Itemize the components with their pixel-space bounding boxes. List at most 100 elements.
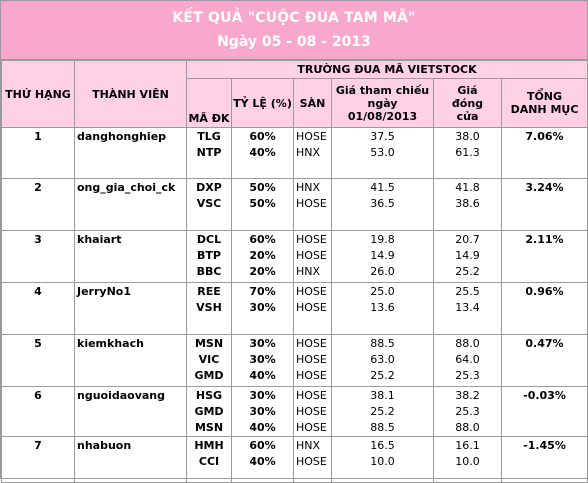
header-member: THÀNH VIÊN [74,60,187,128]
member-cell: ong_gia_choi_ck [74,178,187,231]
close-price-cell: 38.0 61.3 [433,127,502,179]
ratio-value: 30% [249,337,276,350]
close-price-cell: 41.8 38.6 [433,178,502,231]
close-price-value: 38.0 [455,130,480,143]
exchange-cell: HNX HOSE [293,436,332,483]
ref-price-value: 25.0 [370,285,395,298]
header-close-price: Giá đóng cửa [433,78,502,128]
exchange-cell: HNX HOSE [293,178,332,231]
close-price-value: 14.9 [455,249,480,262]
header-ref-price: Giá tham chiếu ngày 01/08/2013 [331,78,434,128]
close-price-value: 38.2 [455,389,480,402]
exchange-value: HNX [296,439,321,452]
code-value: DXP [196,181,222,194]
code-cell: TLG NTP [186,127,232,179]
close-price-value: 13.4 [455,301,480,314]
exchange-value: HNX [296,265,321,278]
exchange-value: HNX [296,181,321,194]
ref-price-value: 25.2 [370,405,395,418]
ref-price-value: 38.1 [370,389,395,402]
total-cell: -1.45% [501,436,588,483]
ratio-value: 30% [249,389,276,402]
total-cell: 7.06% [501,127,588,179]
ratio-value: 40% [249,421,276,434]
ratio-value: 20% [249,249,276,262]
close-price-value: 88.0 [455,421,480,434]
ratio-value: 50% [249,181,276,194]
ratio-value: 40% [249,369,276,382]
close-price-cell: 38.2 25.3 88.0 [433,386,502,437]
ref-price-value: 25.2 [370,369,395,382]
member-cell: khaiart [74,230,187,283]
member-cell: nguoidaovang [74,386,187,437]
total-cell: -0.03% [501,386,588,437]
code-value: MSN [194,337,224,350]
ratio-value: 40% [249,146,276,159]
ref-price-cell: 25.0 13.6 [331,282,434,335]
result-row: 2 ong_gia_choi_ck DXP VSC 50% 50% HNX HOSE 41.5 3… [1,178,588,231]
ref-price-value: 16.5 [370,439,395,452]
rank-cell: 5 [1,334,75,387]
ref-price-value: 10.0 [370,455,395,468]
result-row: 5 kiemkhach MSN VIC GMD 30% 30% 40% HOSE HOSE HOSE… [1,334,588,387]
code-value: BBC [196,265,222,278]
close-price-value: 10.0 [455,455,480,468]
code-value: HSG [195,389,223,402]
code-value: REE [197,285,221,298]
exchange-value: HNX [296,146,321,159]
ref-price-value: 26.0 [370,265,395,278]
code-cell: DXP VSC [186,178,232,231]
ratio-value: 60% [249,439,276,452]
rank-cell: 3 [1,230,75,283]
ref-price-value: 88.5 [370,337,395,350]
ref-price-cell: 19.8 14.9 26.0 [331,230,434,283]
ratio-cell: 30% 30% 40% [231,386,294,437]
code-value: GMD [194,405,224,418]
code-value: VSC [196,197,222,210]
close-price-value: 25.5 [455,285,480,298]
rank-cell: 7 [1,436,75,483]
ref-price-value: 19.8 [370,233,395,246]
ratio-cell: 30% 30% 40% [231,334,294,387]
member-cell: nhabuon [74,436,187,483]
ref-price-cell: 37.5 53.0 [331,127,434,179]
exchange-value: HOSE [296,405,327,418]
page-title: KẾT QUẢ "CUỘC ĐUA TAM MÃ" [172,10,416,26]
code-value: NTP [196,146,222,159]
ref-price-cell: 41.5 36.5 [331,178,434,231]
exchange-value: HOSE [296,197,327,210]
ref-price-value: 37.5 [370,130,395,143]
header-ratio: TỶ LỆ (%) [231,78,294,128]
close-price-value: 20.7 [455,233,480,246]
exchange-value: HOSE [296,353,327,366]
ratio-value: 30% [249,353,276,366]
header-total: TỔNG DANH MỤC [501,78,588,128]
close-price-cell: 16.1 10.0 [433,436,502,483]
exchange-value: HOSE [296,337,327,350]
total-cell: 2.11% [501,230,588,283]
exchange-cell: HOSE HNX [293,127,332,179]
close-price-value: 38.6 [455,197,480,210]
close-price-value: 88.0 [455,337,480,350]
close-price-cell: 88.0 64.0 25.3 [433,334,502,387]
result-row: 7 nhabuon HMH CCI 60% 40% HNX HOSE 16.5 10.0 16.1 1… [1,436,588,483]
total-cell: 3.24% [501,178,588,231]
ratio-cell: 60% 20% 20% [231,230,294,283]
total-cell: 0.96% [501,282,588,335]
code-value: TLG [197,130,221,143]
close-price-value: 41.8 [455,181,480,194]
close-price-cell: 20.7 14.9 25.2 [433,230,502,283]
ref-price-cell: 38.1 25.2 88.5 [331,386,434,437]
exchange-value: HOSE [296,249,327,262]
ref-price-cell: 16.5 10.0 [331,436,434,483]
code-value: DCL [196,233,222,246]
code-value: GMD [194,369,224,382]
ratio-cell: 60% 40% [231,436,294,483]
ref-price-value: 88.5 [370,421,395,434]
ref-price-value: 63.0 [370,353,395,366]
ref-price-value: 36.5 [370,197,395,210]
exchange-value: HOSE [296,369,327,382]
ratio-value: 30% [249,405,276,418]
ratio-cell: 60% 40% [231,127,294,179]
ref-price-cell: 88.5 63.0 25.2 [331,334,434,387]
